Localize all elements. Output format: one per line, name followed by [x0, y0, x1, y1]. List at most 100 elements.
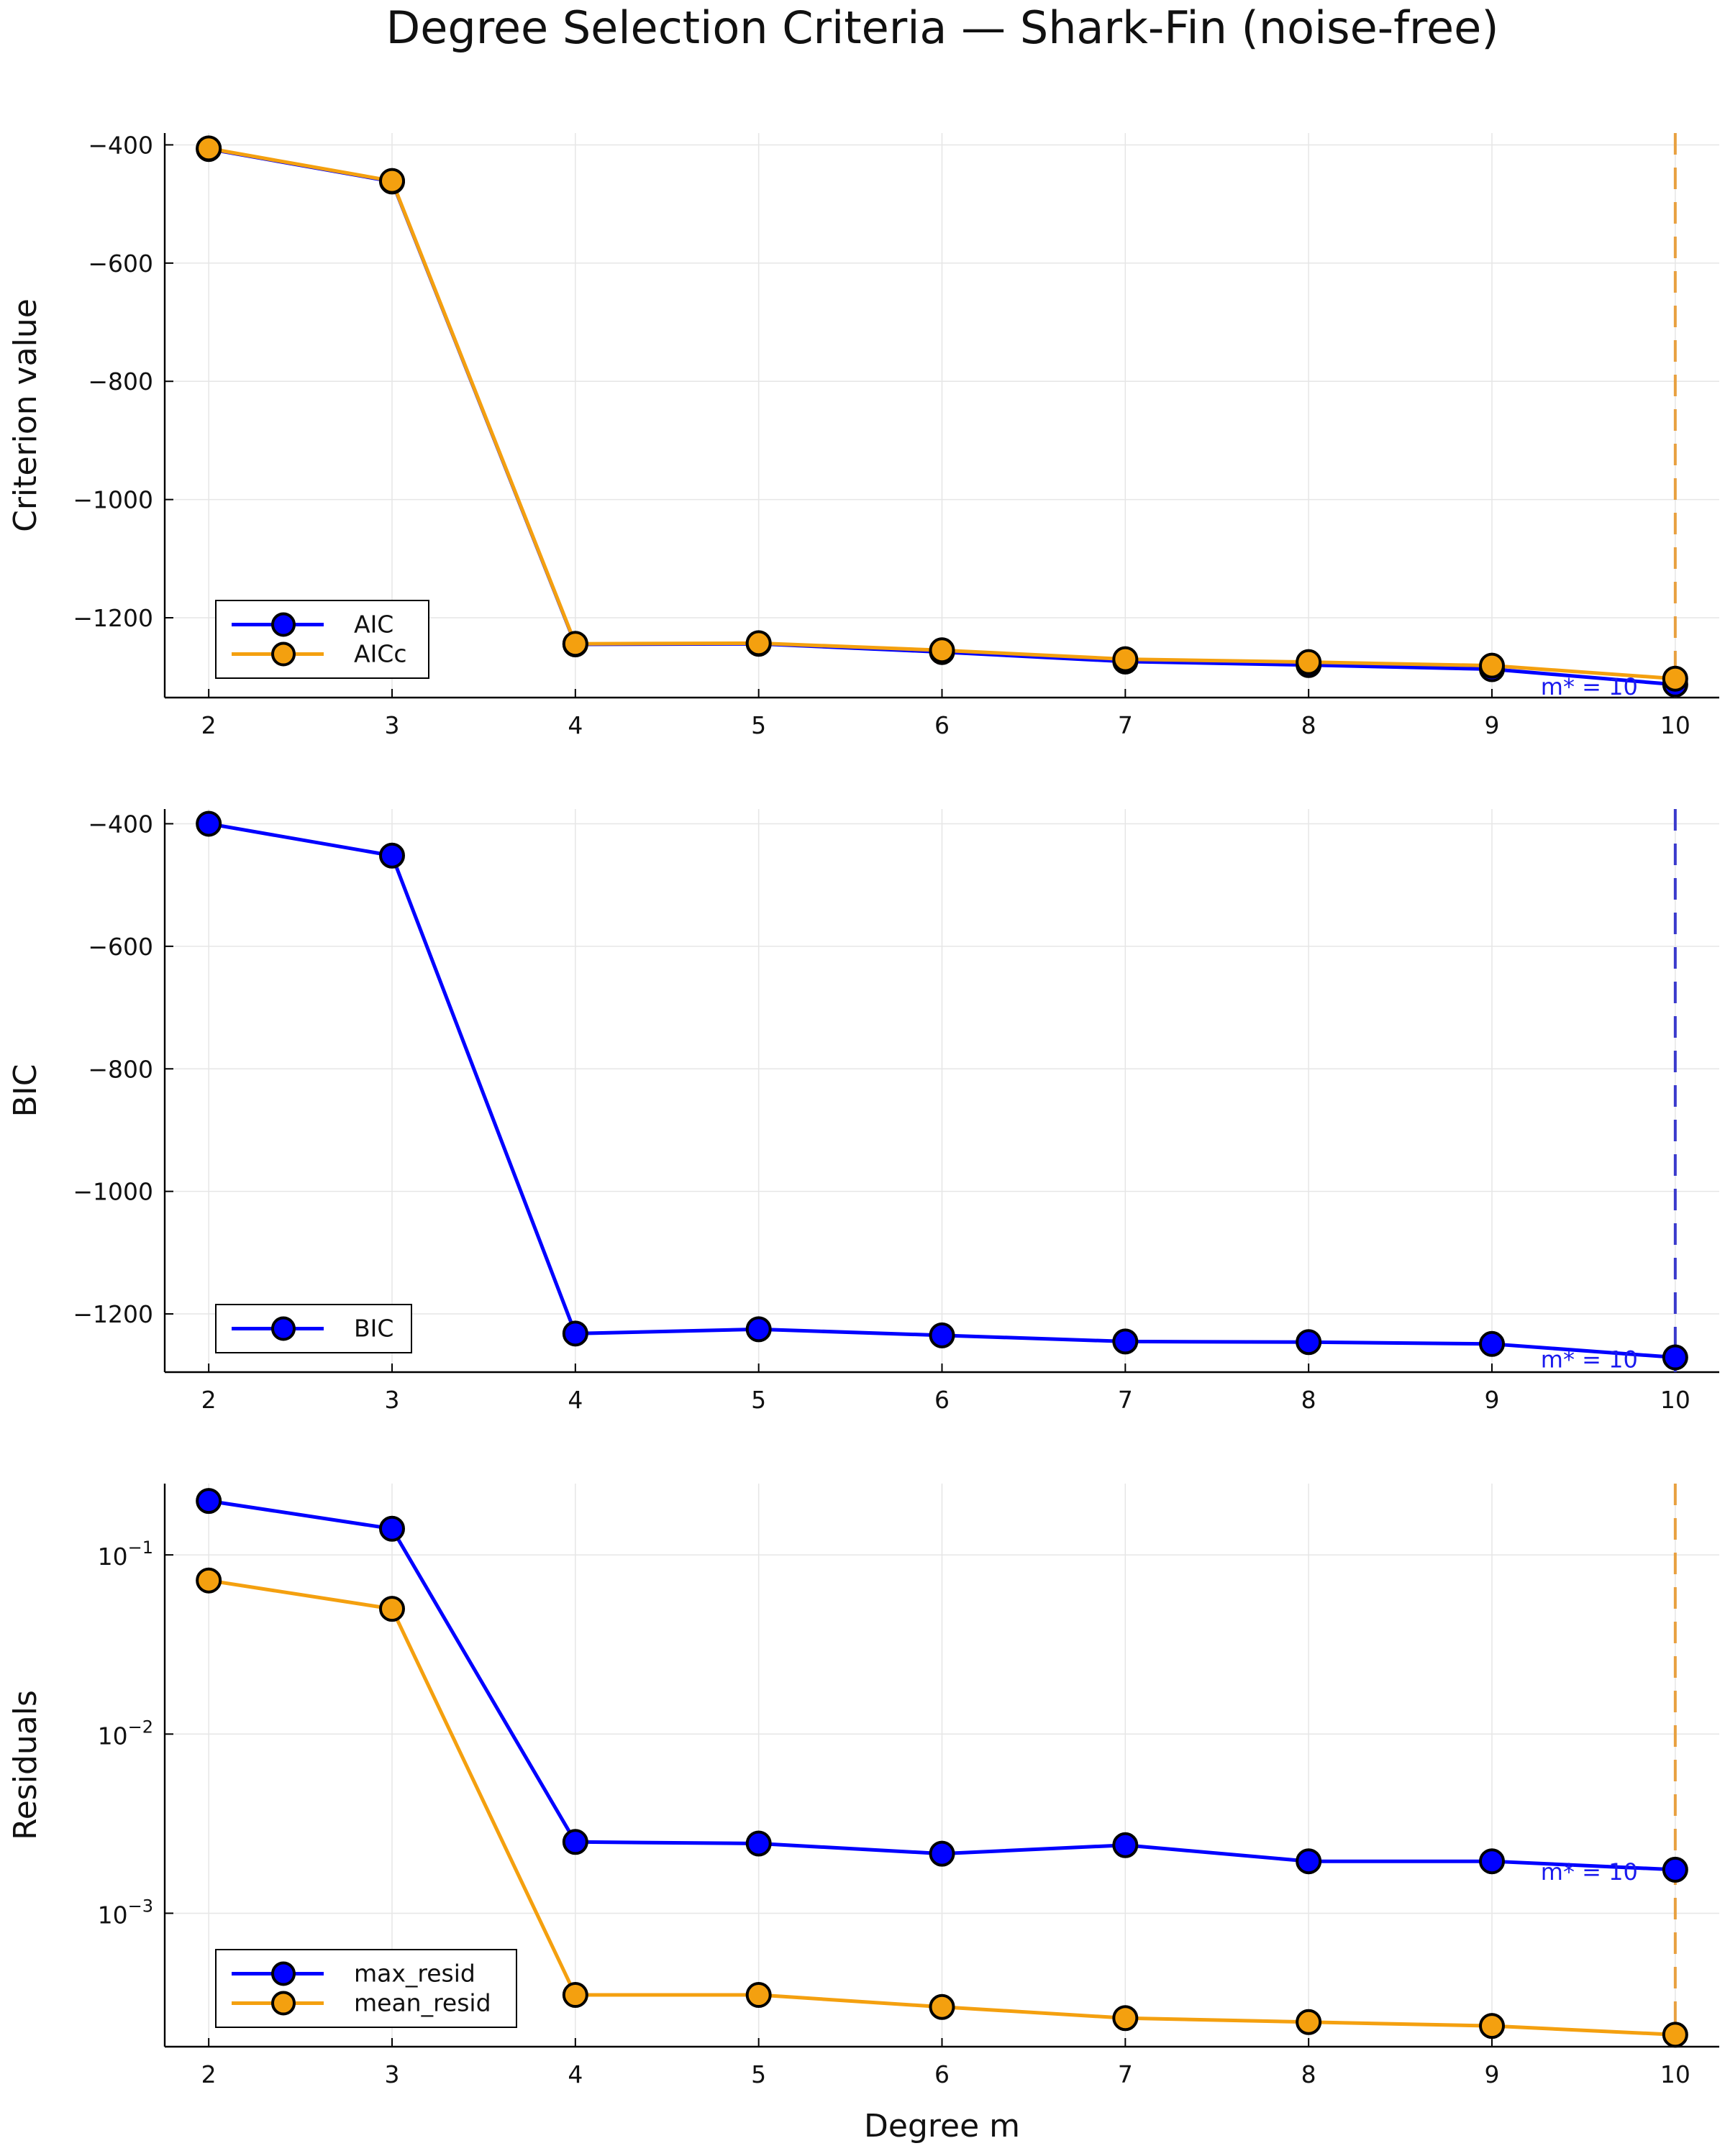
legend-swatch-marker: [273, 644, 294, 665]
legend-label: mean_resid: [354, 1989, 491, 2017]
y-axis-label: Residuals: [7, 1690, 44, 1840]
data-point-mean_resid: [1114, 2006, 1137, 2029]
data-point-mean_resid: [197, 1569, 220, 1592]
data-point-AICc: [747, 631, 770, 654]
x-tick-label: 2: [201, 1386, 217, 1414]
data-point-AICc: [564, 632, 587, 655]
data-point-AICc: [1664, 667, 1687, 690]
legend-swatch-marker: [273, 1963, 294, 1985]
x-tick-label: 4: [568, 1386, 583, 1414]
x-tick-label: 9: [1485, 1386, 1500, 1414]
x-tick-label: 5: [751, 2060, 766, 2088]
x-tick-label: 8: [1301, 2060, 1316, 2088]
x-axis-label: Degree m: [864, 2108, 1020, 2144]
data-point-max_resid: [931, 1842, 954, 1865]
x-tick-label: 8: [1301, 711, 1316, 739]
legend-swatch-marker: [273, 1318, 294, 1340]
data-point-mean_resid: [1297, 2011, 1320, 2034]
y-tick-label: −800: [88, 367, 153, 396]
x-tick-label: 8: [1301, 1386, 1316, 1414]
x-tick-label: 7: [1118, 1386, 1133, 1414]
data-point-mean_resid: [564, 1983, 587, 2006]
selected-degree-annotation: m* = 10: [1541, 1858, 1638, 1886]
legend-label: AICc: [354, 640, 407, 668]
data-point-BIC: [1664, 1346, 1687, 1369]
data-point-BIC: [1297, 1330, 1320, 1353]
x-tick-label: 3: [384, 1386, 399, 1414]
data-point-max_resid: [381, 1517, 404, 1540]
y-tick-label: −1000: [73, 486, 153, 514]
x-tick-label: 3: [384, 711, 399, 739]
data-point-mean_resid: [1480, 2014, 1503, 2037]
data-point-AICc: [381, 170, 404, 193]
x-tick-label: 6: [934, 2060, 950, 2088]
y-tick-label: −400: [88, 810, 153, 838]
legend-swatch-marker: [273, 614, 294, 636]
selected-degree-annotation: m* = 10: [1541, 673, 1638, 700]
x-tick-label: 5: [751, 1386, 766, 1414]
x-tick-label: 4: [568, 2060, 583, 2088]
y-tick-label: −1200: [73, 1300, 153, 1328]
y-tick-label: −600: [88, 933, 153, 961]
data-point-AICc: [1114, 648, 1137, 671]
x-tick-label: 7: [1118, 2060, 1133, 2088]
y-tick-exponent: −1: [128, 1538, 153, 1558]
data-point-mean_resid: [747, 1983, 770, 2006]
figure-title: Degree Selection Criteria — Shark-Fin (n…: [386, 1, 1498, 54]
data-point-max_resid: [1297, 1850, 1320, 1873]
data-point-max_resid: [747, 1832, 770, 1855]
data-point-AICc: [197, 137, 220, 160]
data-point-AICc: [1480, 654, 1503, 677]
data-point-BIC: [197, 812, 220, 835]
data-point-BIC: [931, 1324, 954, 1347]
x-tick-label: 2: [201, 711, 217, 739]
data-point-BIC: [381, 844, 404, 867]
data-point-max_resid: [1664, 1858, 1687, 1881]
data-point-mean_resid: [381, 1597, 404, 1620]
legend-label: max_resid: [354, 1960, 475, 1988]
x-tick-label: 9: [1485, 711, 1500, 739]
legend: BIC: [216, 1305, 411, 1353]
y-axis-label: Criterion value: [7, 298, 44, 532]
y-axis-label: BIC: [7, 1064, 44, 1118]
y-tick-base: 10: [98, 1722, 128, 1750]
data-point-BIC: [1114, 1330, 1137, 1353]
data-point-BIC: [564, 1322, 587, 1345]
data-point-mean_resid: [1664, 2023, 1687, 2046]
data-point-max_resid: [197, 1489, 220, 1512]
legend-label: AIC: [354, 611, 393, 639]
y-tick-base: 10: [98, 1901, 128, 1929]
data-point-BIC: [1480, 1333, 1503, 1356]
x-tick-label: 10: [1660, 711, 1690, 739]
data-point-AICc: [931, 639, 954, 662]
x-tick-label: 6: [934, 1386, 950, 1414]
x-tick-label: 7: [1118, 711, 1133, 739]
x-tick-label: 10: [1660, 2060, 1690, 2088]
y-tick-label: −1000: [73, 1178, 153, 1206]
legend-swatch-marker: [273, 1993, 294, 2014]
data-point-AICc: [1297, 651, 1320, 674]
data-point-max_resid: [1480, 1850, 1503, 1873]
x-tick-label: 3: [384, 2060, 399, 2088]
x-tick-label: 10: [1660, 1386, 1690, 1414]
x-tick-label: 9: [1485, 2060, 1500, 2088]
y-tick-exponent: −2: [128, 1717, 153, 1737]
y-tick-exponent: −3: [128, 1896, 153, 1916]
y-tick-label: −600: [88, 250, 153, 278]
y-tick-label: −800: [88, 1055, 153, 1083]
y-tick-label: −400: [88, 131, 153, 159]
y-tick-label: −1200: [73, 604, 153, 632]
x-tick-label: 2: [201, 2060, 217, 2088]
data-point-BIC: [747, 1317, 770, 1340]
x-tick-label: 5: [751, 711, 766, 739]
selected-degree-annotation: m* = 10: [1541, 1346, 1638, 1374]
data-point-max_resid: [1114, 1834, 1137, 1857]
data-point-max_resid: [564, 1830, 587, 1853]
legend-label: BIC: [354, 1315, 393, 1343]
data-point-mean_resid: [931, 1996, 954, 2019]
x-tick-label: 6: [934, 711, 950, 739]
y-tick-base: 10: [98, 1543, 128, 1571]
